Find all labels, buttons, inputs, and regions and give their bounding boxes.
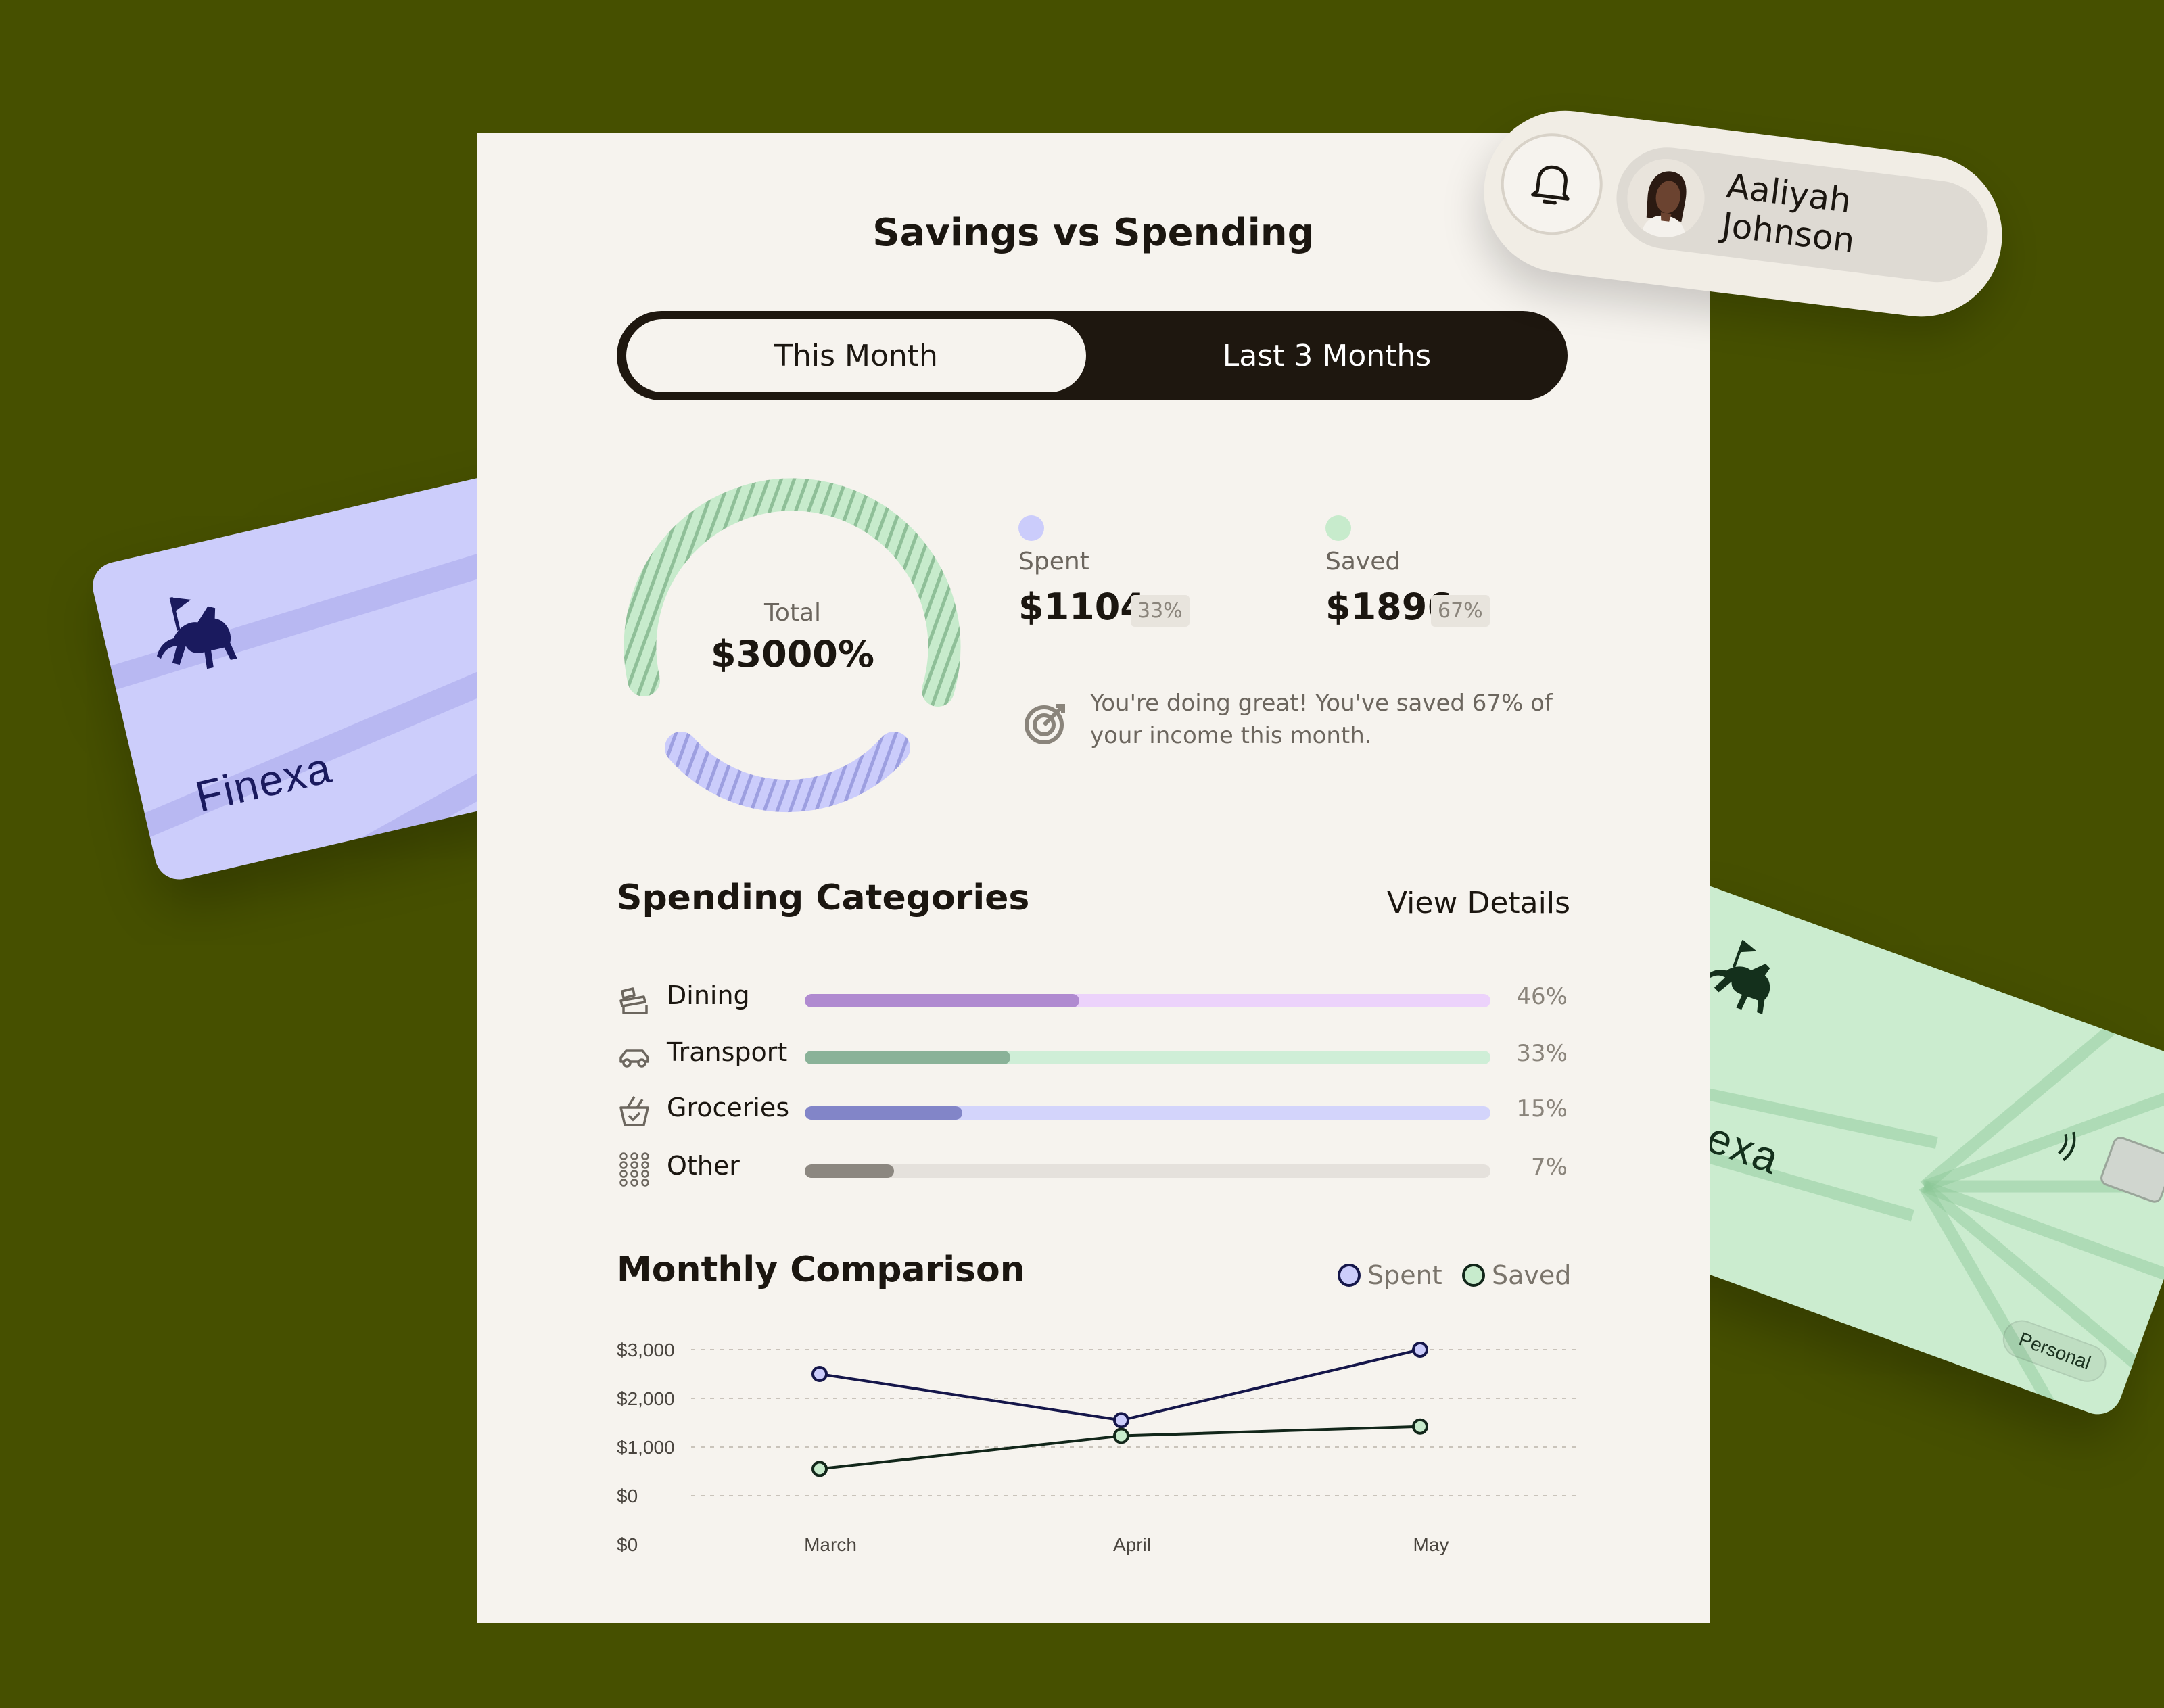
category-row-dining[interactable]: Dining 46% xyxy=(617,978,1568,1018)
gauge-total-label: Total xyxy=(763,599,822,627)
category-pct: 46% xyxy=(1516,983,1568,1010)
category-row-transport[interactable]: Transport 33% xyxy=(617,1035,1568,1075)
user-name: Aaliyah Johnson xyxy=(1720,166,1857,261)
category-row-groceries[interactable]: Groceries 15% xyxy=(617,1090,1568,1131)
saved-label: Saved xyxy=(1325,548,1401,575)
category-label: Dining xyxy=(667,980,750,1010)
monthly-title: Monthly Comparison xyxy=(617,1250,1025,1290)
monthly-line-chart: $3,000 $2,000 $1,000 $0 $0 March April May xyxy=(617,1339,1577,1555)
y-tick-label: $0 xyxy=(617,1534,638,1555)
user-profile-button[interactable]: Aaliyah Johnson xyxy=(1610,141,1994,288)
tab-this-month[interactable]: This Month xyxy=(626,319,1086,392)
saved-pct-badge: 67% xyxy=(1431,595,1490,627)
saved-dot xyxy=(1325,515,1351,541)
finexa-card-blue[interactable]: Finexa xyxy=(88,452,662,884)
chip-icon xyxy=(2098,1134,2164,1206)
y-tick-label: $2,000 xyxy=(617,1388,675,1409)
category-bar-fill xyxy=(805,1106,963,1120)
savings-gauge xyxy=(624,478,961,813)
legend-spent-dot xyxy=(1338,1264,1361,1287)
target-icon xyxy=(1025,704,1065,744)
x-tick-label: March xyxy=(804,1534,857,1555)
page-title: Savings vs Spending xyxy=(872,211,1315,255)
x-tick-label: April xyxy=(1113,1534,1151,1555)
category-bar xyxy=(805,1051,1490,1064)
contactless-icon xyxy=(2057,1131,2076,1162)
y-tick-label: $3,000 xyxy=(617,1339,675,1360)
category-label: Groceries xyxy=(667,1093,790,1122)
spent-dot xyxy=(1018,515,1044,541)
legend-saved: Saved xyxy=(1462,1260,1571,1290)
knight-horse-logo-icon xyxy=(156,596,237,669)
category-pct: 7% xyxy=(1531,1154,1568,1181)
grid-dots-icon xyxy=(619,1152,649,1187)
basket-icon xyxy=(619,1096,649,1126)
bell-icon xyxy=(1531,165,1570,205)
y-tick-label: $0 xyxy=(617,1486,638,1507)
series-line-spent xyxy=(819,1348,1421,1422)
y-tick-label: $1,000 xyxy=(617,1437,675,1458)
savings-message: You're doing great! You've saved 67% of … xyxy=(1090,690,1553,749)
saved-arc xyxy=(624,478,961,707)
category-bar xyxy=(805,994,1490,1007)
legend-saved-label: Saved xyxy=(1492,1260,1572,1290)
user-pill: Aaliyah Johnson xyxy=(1474,101,2012,327)
car-icon xyxy=(619,1049,649,1068)
avatar xyxy=(1622,154,1710,242)
category-bar-fill xyxy=(805,1164,894,1178)
category-label: Other xyxy=(667,1151,740,1181)
category-bar-fill xyxy=(805,1051,1011,1064)
dining-icon xyxy=(619,987,648,1014)
x-tick-label: May xyxy=(1413,1534,1449,1555)
card-brand-name: Finexa xyxy=(191,742,337,822)
data-point-saved[interactable] xyxy=(1412,1418,1428,1435)
legend-spent: Spent xyxy=(1338,1260,1442,1290)
knight-horse-logo-icon xyxy=(1706,939,1770,1014)
spent-arc xyxy=(665,732,910,813)
categories-title: Spending Categories xyxy=(617,878,1030,918)
tab-last-3-months[interactable]: Last 3 Months xyxy=(1222,338,1432,373)
savings-panel: Savings vs Spending This Month Last 3 Mo… xyxy=(477,133,1710,1623)
finexa-card-green[interactable]: Finexa Personal xyxy=(1566,879,2164,1421)
category-bar xyxy=(805,1164,1490,1178)
data-point-saved[interactable] xyxy=(1113,1427,1129,1444)
data-point-spent[interactable] xyxy=(812,1366,828,1382)
legend-spent-label: Spent xyxy=(1367,1260,1442,1290)
category-pct: 33% xyxy=(1516,1040,1568,1067)
category-row-other[interactable]: Other 7% xyxy=(617,1148,1568,1189)
category-label: Transport xyxy=(667,1037,788,1067)
view-details-link[interactable]: View Details xyxy=(1387,886,1570,920)
category-pct: 15% xyxy=(1516,1095,1568,1122)
spent-value: $1104 xyxy=(1018,586,1146,628)
notifications-button[interactable] xyxy=(1495,127,1609,241)
period-toggle: This Month Last 3 Months xyxy=(617,311,1568,400)
spent-label: Spent xyxy=(1018,548,1089,575)
category-bar xyxy=(805,1106,1490,1120)
legend-saved-dot xyxy=(1462,1264,1485,1287)
data-point-spent[interactable] xyxy=(1412,1342,1428,1358)
data-point-saved[interactable] xyxy=(812,1461,828,1477)
gauge-total-value: $3000% xyxy=(711,633,874,675)
data-point-spent[interactable] xyxy=(1113,1412,1129,1429)
spent-pct-badge: 33% xyxy=(1131,595,1190,627)
category-bar-fill xyxy=(805,994,1079,1007)
